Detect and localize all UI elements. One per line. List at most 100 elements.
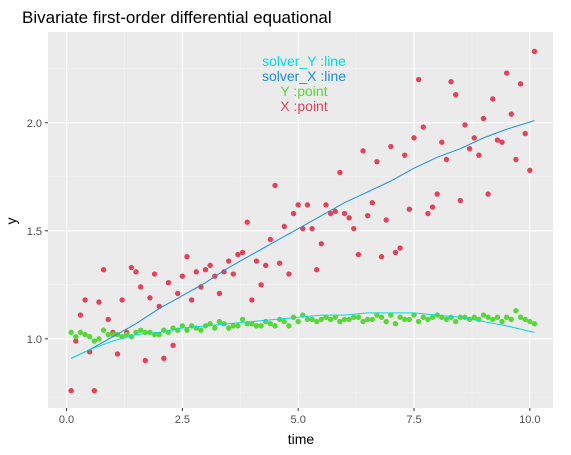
x-point <box>351 225 357 232</box>
y-point <box>184 327 190 333</box>
y-point <box>522 316 528 323</box>
x-point <box>503 70 510 76</box>
x-point <box>207 262 213 269</box>
x-point <box>323 202 329 208</box>
x-point <box>114 351 121 357</box>
x-point <box>360 148 366 154</box>
x-point <box>369 200 376 206</box>
y-point <box>267 321 274 327</box>
y-point <box>225 325 232 331</box>
x-point <box>230 271 237 277</box>
x-point <box>513 156 519 163</box>
x-point <box>290 210 297 217</box>
y-point <box>323 314 329 320</box>
solver-y-line-series <box>70 312 535 359</box>
y-point <box>480 312 487 318</box>
y-point <box>137 327 144 333</box>
y-point <box>258 323 264 329</box>
x-point <box>179 273 186 279</box>
x-point <box>531 48 538 55</box>
x-point <box>281 223 287 230</box>
y-point <box>485 314 491 320</box>
y-point <box>235 323 241 329</box>
y-point <box>337 318 343 325</box>
x-axis: 0.0 2.5 5.0 7.5 10.0 <box>59 408 541 426</box>
x-point <box>476 152 482 158</box>
y-point <box>420 314 426 320</box>
y-point <box>230 323 237 329</box>
x-point <box>263 262 269 269</box>
y-point <box>96 336 102 342</box>
x-point <box>466 145 473 152</box>
x-point <box>170 342 176 349</box>
y-point <box>448 314 454 320</box>
x-point <box>91 388 98 394</box>
x-point <box>82 297 88 303</box>
x-point <box>133 269 139 275</box>
y-point <box>68 329 74 336</box>
x-point <box>527 167 533 173</box>
y-point <box>73 333 79 340</box>
x-point <box>485 191 491 197</box>
x-point <box>490 96 496 102</box>
x-point <box>411 135 417 141</box>
y-point <box>388 312 394 318</box>
x-point <box>73 338 79 344</box>
x-point <box>100 267 107 273</box>
x-point <box>378 254 385 260</box>
x-point <box>142 357 148 364</box>
x-point <box>128 264 135 271</box>
y-point <box>429 314 436 320</box>
x-point <box>309 225 315 232</box>
x-point <box>332 208 338 215</box>
y-point <box>100 327 107 333</box>
x-point <box>517 81 524 87</box>
x-point <box>429 204 436 210</box>
y-point <box>309 316 315 323</box>
y-point <box>332 314 338 320</box>
legend-solver-x: solver_X :line <box>262 68 346 84</box>
y-point <box>364 316 371 323</box>
y-point <box>462 314 468 320</box>
x-point <box>267 236 274 243</box>
y-point <box>314 318 320 325</box>
y-point <box>86 333 93 340</box>
y-point <box>77 329 84 336</box>
y-point <box>471 314 477 320</box>
y-point <box>239 316 246 323</box>
x-point <box>397 245 403 251</box>
y-point <box>281 318 287 325</box>
x-point <box>383 217 389 223</box>
x-axis-title: time <box>288 431 315 447</box>
y-point <box>374 312 380 318</box>
x-point <box>327 210 334 217</box>
x-tick-label: 10.0 <box>519 414 540 426</box>
x-point <box>457 197 464 204</box>
x-point <box>249 297 255 303</box>
x-point <box>522 130 528 137</box>
major-gridlines <box>48 32 553 408</box>
x-point <box>415 76 422 83</box>
x-point <box>480 115 487 122</box>
y-point <box>156 331 162 338</box>
series-layer <box>68 48 538 394</box>
x-tick-label: 0.0 <box>59 414 74 426</box>
x-point <box>406 206 413 212</box>
x-point <box>175 290 181 297</box>
x-point <box>193 269 199 275</box>
y-point <box>378 314 385 320</box>
x-point <box>388 143 394 150</box>
y-point <box>513 308 519 314</box>
x-point <box>425 210 431 217</box>
y-point <box>517 314 524 320</box>
y-point <box>490 316 496 323</box>
y-tick-label: 1.5 <box>27 226 42 238</box>
x-tick-label: 7.5 <box>406 414 421 426</box>
y-point <box>327 316 334 323</box>
x-point <box>448 79 454 85</box>
x-point <box>96 299 102 305</box>
x-point <box>147 295 153 301</box>
y-point <box>494 314 501 320</box>
y-point <box>360 318 366 325</box>
